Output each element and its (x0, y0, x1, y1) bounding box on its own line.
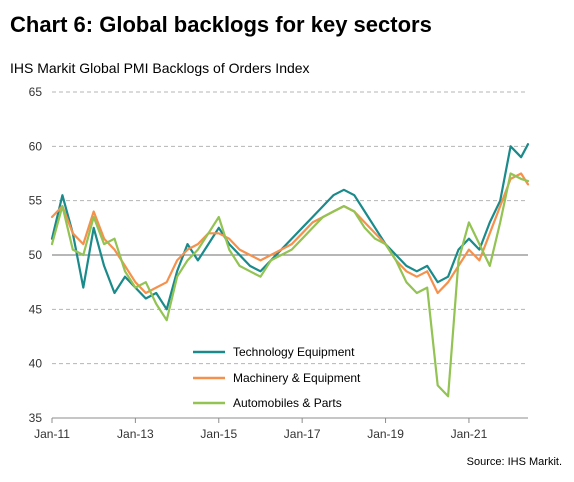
y-tick-label: 50 (29, 248, 43, 262)
x-tick-label: Jan-17 (284, 427, 321, 441)
y-tick-label: 60 (29, 139, 43, 153)
y-tick-label: 65 (29, 85, 43, 99)
chart-subtitle: IHS Markit Global PMI Backlogs of Orders… (10, 60, 310, 76)
chart-title: Chart 6: Global backlogs for key sectors (10, 12, 432, 37)
source-note: Source: IHS Markit. (466, 456, 562, 468)
series-line-3 (50, 172, 530, 398)
y-tick-label: 55 (29, 194, 43, 208)
legend-label: Automobiles & Parts (233, 396, 342, 410)
x-tick-label: Jan-13 (117, 427, 154, 441)
y-tick-label: 40 (29, 357, 43, 371)
x-tick-label: Jan-15 (200, 427, 237, 441)
y-tick-label: 45 (29, 302, 43, 316)
legend-label: Technology Equipment (233, 345, 355, 359)
x-tick-label: Jan-11 (34, 427, 70, 441)
y-tick-label: 35 (29, 411, 43, 425)
series-line-2 (50, 172, 530, 295)
x-tick-label: Jan-19 (367, 427, 404, 441)
x-tick-label: Jan-21 (451, 427, 488, 441)
legend-label: Machinery & Equipment (233, 371, 361, 385)
